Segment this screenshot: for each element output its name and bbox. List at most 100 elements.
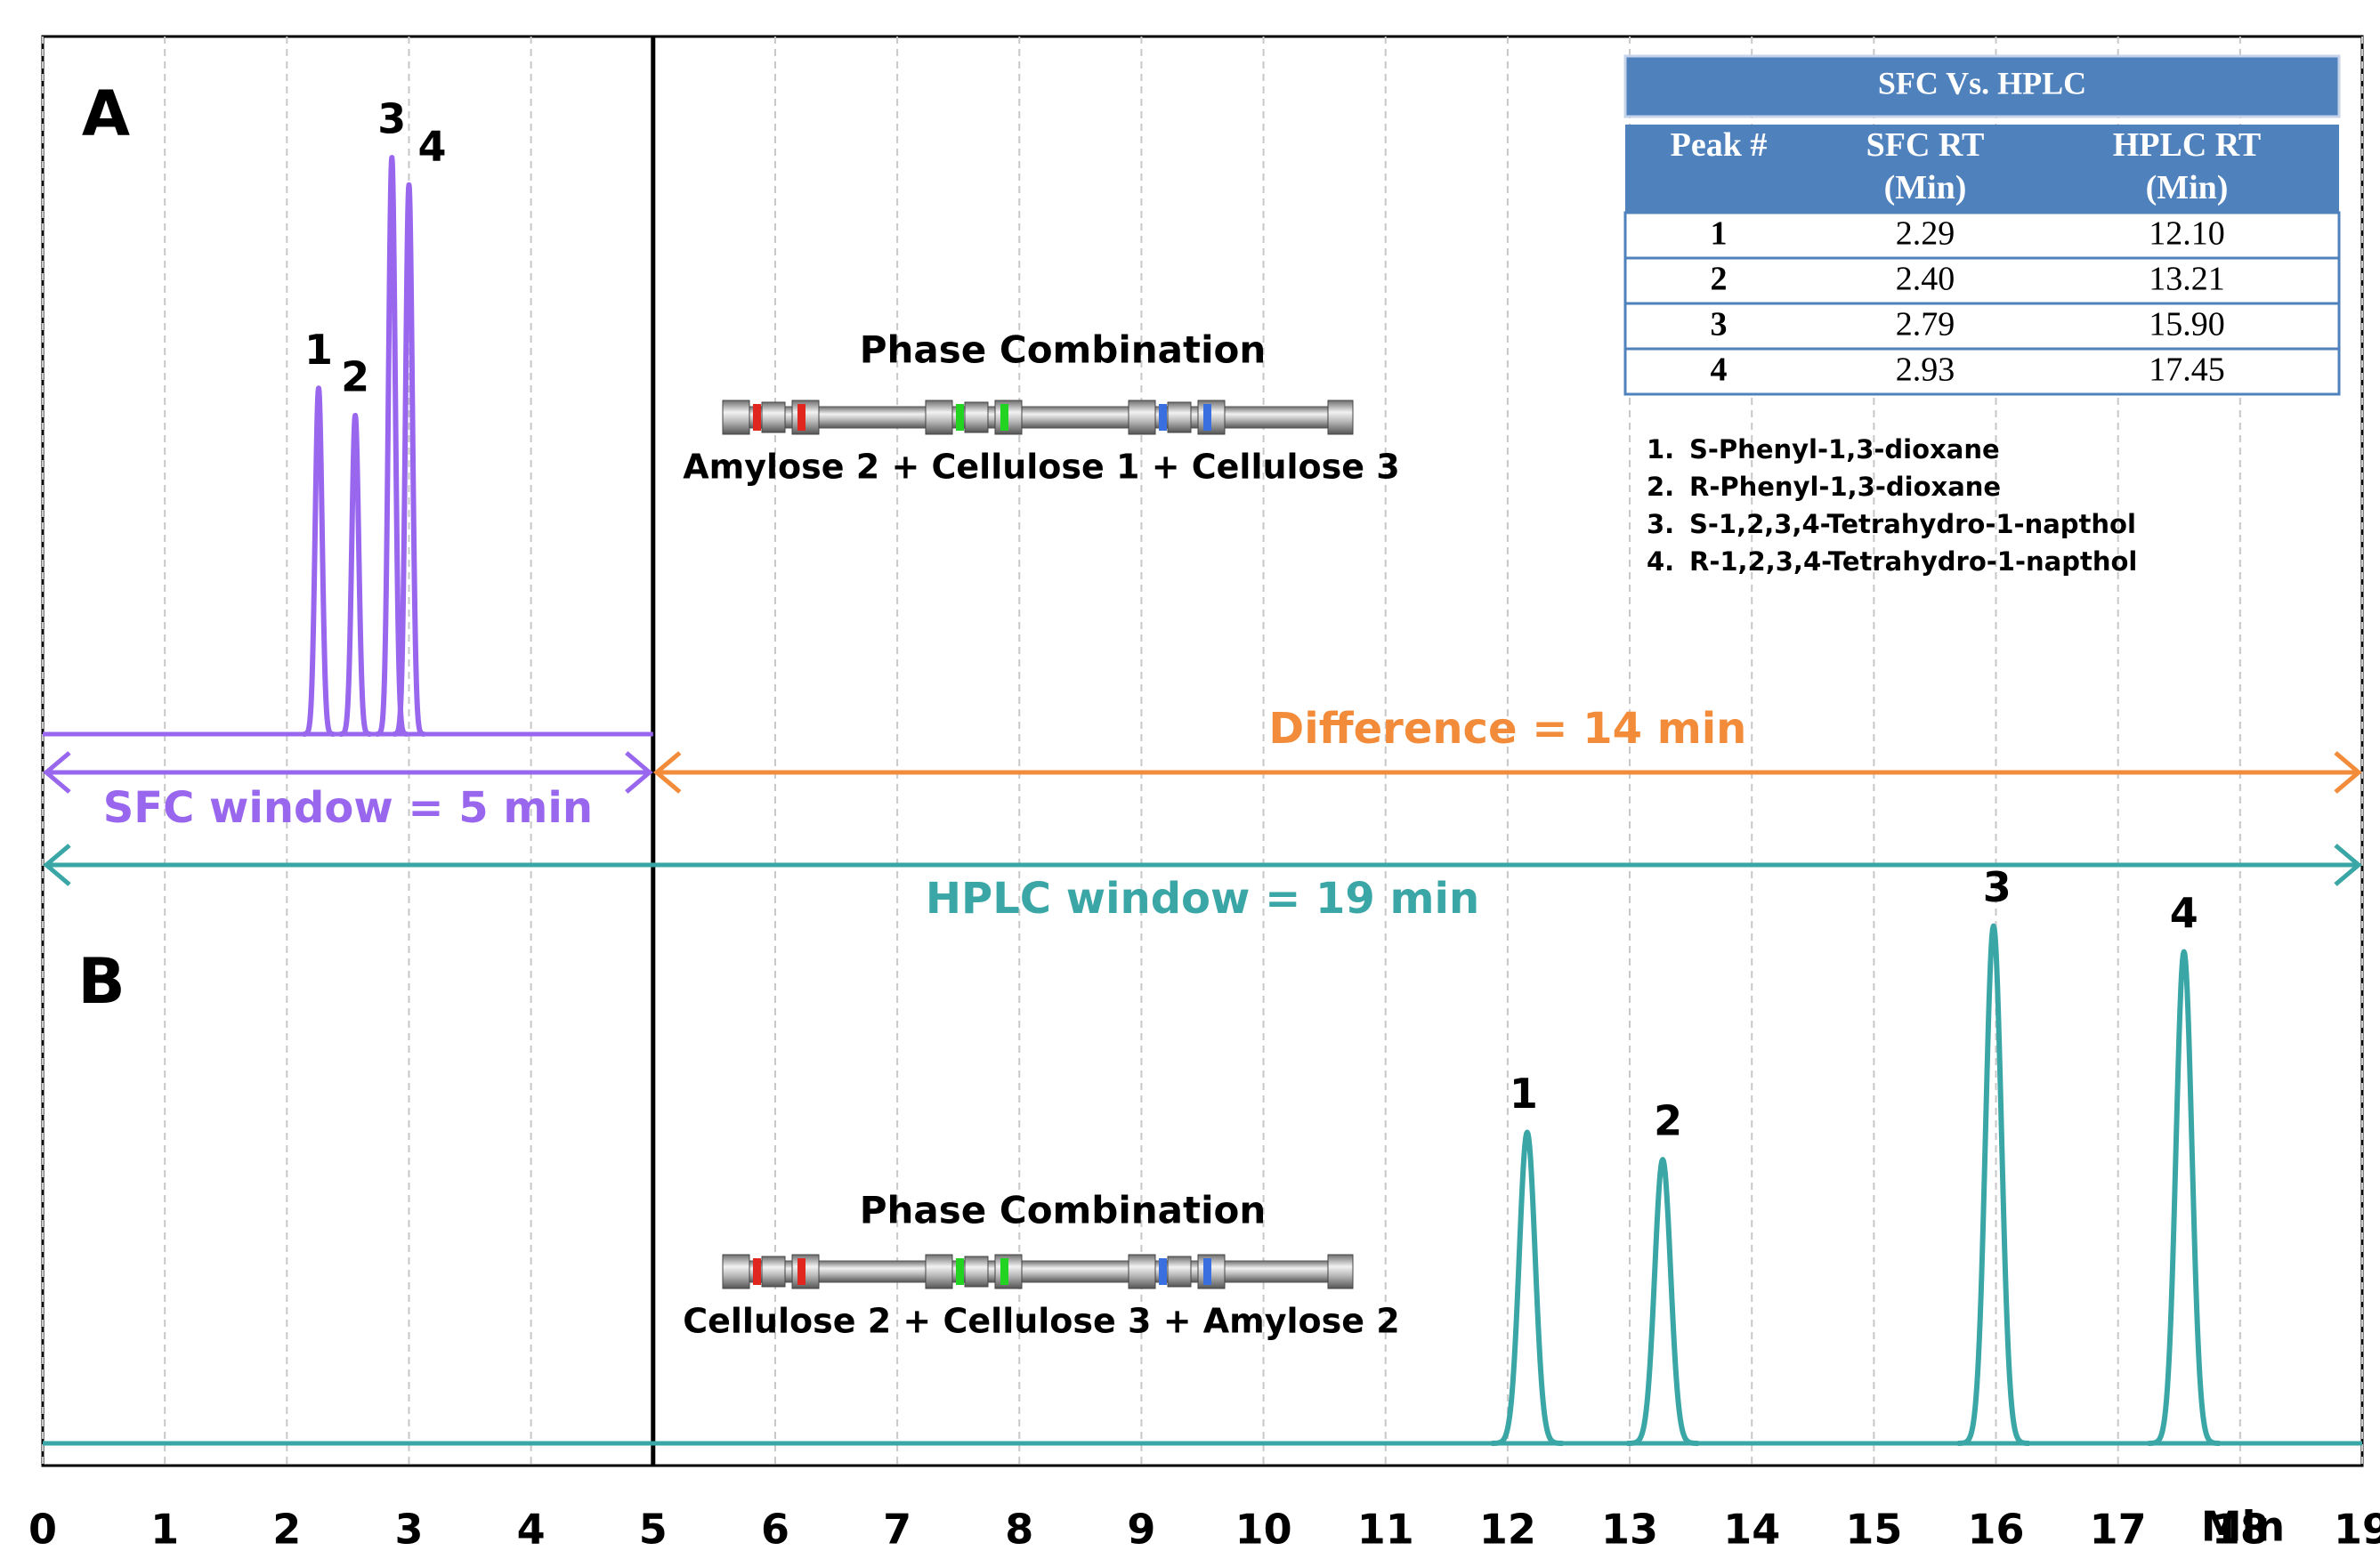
table-cell: 2.93 <box>1896 351 1955 389</box>
column-fitting <box>964 1256 989 1288</box>
x-tick-label: 19 <box>2334 1506 2380 1551</box>
column-fitting <box>761 401 786 433</box>
arrow-label: HPLC window = 19 min <box>926 874 1479 924</box>
panel-label: B <box>77 945 125 1018</box>
column-fitting <box>1167 401 1192 433</box>
peak-label: 1 <box>304 326 333 374</box>
x-tick-label: 18 <box>2212 1506 2269 1551</box>
peak-label: 3 <box>1983 863 2012 911</box>
table-row-bg <box>1623 347 2341 396</box>
peak <box>1955 923 2032 1446</box>
compound-name: S-Phenyl-1,3-dioxane <box>1689 434 2000 464</box>
column-band <box>753 404 761 431</box>
column-band <box>1159 404 1167 431</box>
table-header: SFC RT (Min) <box>1866 126 1985 206</box>
arrow-head <box>2334 844 2362 886</box>
table-header: HPLC RT (Min) <box>2113 126 2262 206</box>
x-tick-label: 1 <box>150 1506 179 1551</box>
peak <box>1624 1157 1701 1446</box>
peak-label: 3 <box>377 95 406 143</box>
column-fitting <box>1327 1254 1354 1289</box>
table-cell: 2.40 <box>1896 261 1955 298</box>
column-band <box>753 1258 761 1285</box>
x-tick-label: 3 <box>394 1506 423 1551</box>
x-tick-label: 5 <box>639 1506 668 1551</box>
column-diagram <box>722 1254 1354 1289</box>
x-tick-label: 17 <box>2090 1506 2147 1551</box>
arrow-head <box>652 751 682 794</box>
compound-name: S-1,2,3,4-Tetrahydro-1-napthol <box>1689 509 2136 539</box>
table-title-bg <box>1623 54 2341 118</box>
compound-name: R-1,2,3,4-Tetrahydro-1-napthol <box>1689 546 2137 577</box>
x-tick-label: 2 <box>272 1506 301 1551</box>
column-band <box>956 1258 964 1285</box>
x-tick-label: 8 <box>1005 1506 1033 1551</box>
table-cell: 4 <box>1711 351 1728 389</box>
column-fitting <box>1128 400 1156 435</box>
x-tick-label: 7 <box>883 1506 911 1551</box>
table-header: Peak # <box>1671 126 1768 164</box>
column-band <box>956 404 964 431</box>
column-diagram <box>722 400 1354 435</box>
table-cell: 2 <box>1711 261 1728 298</box>
table-cell: 12.10 <box>2149 215 2225 253</box>
table-cell: 2.79 <box>1896 306 1955 343</box>
column-fitting <box>925 400 953 435</box>
x-tick-label: 0 <box>28 1506 57 1551</box>
x-tick-label: 13 <box>1601 1506 1658 1551</box>
column-band <box>1000 1258 1008 1285</box>
x-tick-label: 16 <box>1968 1506 2025 1551</box>
column-fitting <box>964 401 989 433</box>
x-tick-label: 15 <box>1845 1506 1902 1551</box>
peak <box>391 182 427 737</box>
table-cell: 1 <box>1711 215 1728 253</box>
table-row-bg <box>1623 302 2341 351</box>
arrow-head <box>2334 751 2362 794</box>
arrow-head <box>43 751 71 794</box>
x-tick-label: 12 <box>1479 1506 1536 1551</box>
column-band <box>1203 1258 1211 1285</box>
column-band <box>797 404 805 431</box>
peak <box>1489 1129 1566 1446</box>
table-cell: 17.45 <box>2149 351 2225 389</box>
arrow-head <box>43 844 71 886</box>
peak-label: 2 <box>341 352 369 400</box>
table-header-bg <box>1625 125 2339 213</box>
x-tick-label: 4 <box>517 1506 546 1551</box>
column-fitting <box>761 1256 786 1288</box>
arrow-label: SFC window = 5 min <box>103 783 593 833</box>
peak <box>374 155 410 737</box>
arrow-label: Difference = 14 min <box>1268 704 1746 754</box>
x-tick-label: 9 <box>1127 1506 1155 1551</box>
compound-number: 1. <box>1647 434 1674 464</box>
table-cell: 13.21 <box>2149 261 2225 298</box>
column-band <box>1159 1258 1167 1285</box>
column-fitting <box>1327 400 1354 435</box>
column-fitting <box>722 1254 750 1289</box>
column-band <box>1203 404 1211 431</box>
peak <box>301 385 336 737</box>
phase-caption: Amylose 2 + Cellulose 1 + Cellulose 3 <box>683 448 1399 487</box>
table-title: SFC Vs. HPLC <box>1878 65 2086 101</box>
phase-title: Phase Combination <box>860 1189 1267 1232</box>
x-tick-label: 6 <box>761 1506 789 1551</box>
panel-label: A <box>82 77 130 150</box>
x-tick-label: 14 <box>1723 1506 1780 1551</box>
peak <box>2146 949 2222 1446</box>
table-cell: 15.90 <box>2149 306 2225 343</box>
phase-title: Phase Combination <box>860 328 1267 372</box>
table-row-bg <box>1623 211 2341 260</box>
column-band <box>797 1258 805 1285</box>
table-cell: 3 <box>1711 306 1728 343</box>
peak-label: 1 <box>1510 1070 1538 1118</box>
peak <box>337 412 374 737</box>
column-fitting <box>925 1254 953 1289</box>
compound-number: 3. <box>1647 509 1674 539</box>
column-fitting <box>1128 1254 1156 1289</box>
peak-label: 4 <box>417 122 446 170</box>
column-fitting <box>1167 1256 1192 1288</box>
column-band <box>1000 404 1008 431</box>
x-axis-label: Min <box>2201 1503 2285 1551</box>
x-tick-label: 11 <box>1357 1506 1414 1551</box>
